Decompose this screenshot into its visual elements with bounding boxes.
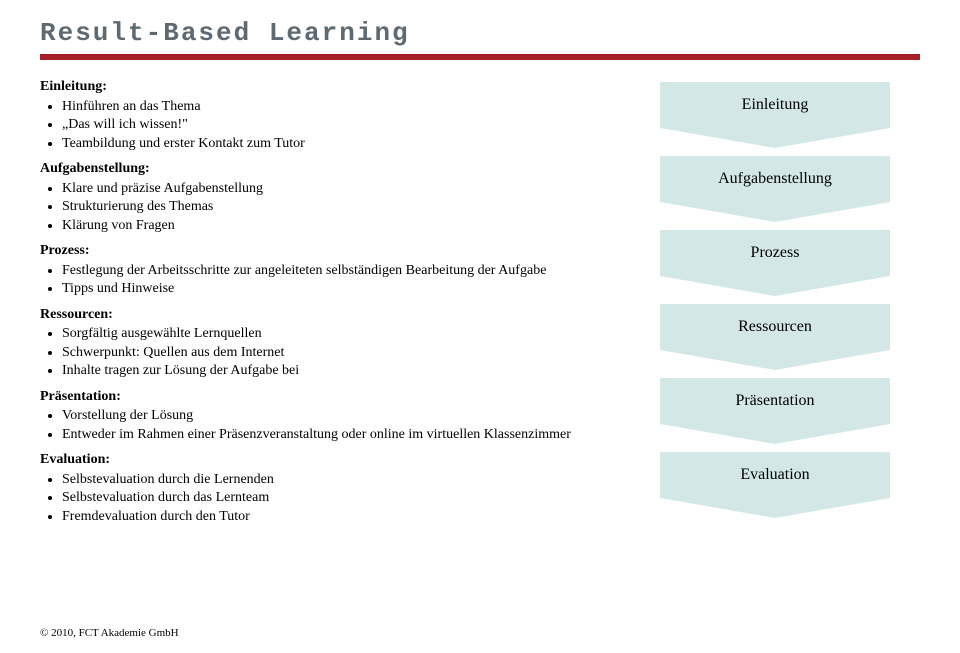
list-item: Tipps und Hinweise [62, 280, 620, 298]
list-item: „Das will ich wissen!" [62, 116, 620, 134]
list-item: Inhalte tragen zur Lösung der Aufgabe be… [62, 362, 620, 380]
flow-step-evaluation: Evaluation [660, 452, 890, 514]
heading-ressourcen: Ressourcen: [40, 306, 620, 324]
heading-aufgabenstellung: Aufgabenstellung: [40, 160, 620, 178]
section-aufgabenstellung: Aufgabenstellung: Klare und präzise Aufg… [40, 160, 620, 234]
flow-step-praesentation: Präsentation [660, 378, 890, 440]
chevron-down-icon [660, 202, 890, 222]
flow-step-einleitung: Einleitung [660, 82, 890, 144]
flow-label: Aufgabenstellung [660, 156, 890, 202]
footer-copyright: © 2010, FCT Akademie GmbH [40, 627, 179, 639]
flow-label: Einleitung [660, 82, 890, 128]
list-item: Entweder im Rahmen einer Präsenzveransta… [62, 426, 620, 444]
page-title: Result-Based Learning [40, 18, 920, 48]
list-einleitung: Hinführen an das Thema „Das will ich wis… [40, 98, 620, 153]
chevron-down-icon [660, 498, 890, 518]
heading-prozess: Prozess: [40, 242, 620, 260]
heading-praesentation: Präsentation: [40, 388, 620, 406]
list-ressourcen: Sorgfältig ausgewählte Lernquellen Schwe… [40, 325, 620, 380]
section-praesentation: Präsentation: Vorstellung der Lösung Ent… [40, 388, 620, 444]
flow-label: Evaluation [660, 452, 890, 498]
list-item: Teambildung und erster Kontakt zum Tutor [62, 135, 620, 153]
list-item: Vorstellung der Lösung [62, 407, 620, 425]
list-item: Fremdevaluation durch den Tutor [62, 508, 620, 526]
flow-step-ressourcen: Ressourcen [660, 304, 890, 366]
flow-column: Einleitung Aufgabenstellung Prozess Ress… [660, 78, 920, 533]
list-item: Schwerpunkt: Quellen aus dem Internet [62, 344, 620, 362]
list-item: Selbstevaluation durch die Lernenden [62, 471, 620, 489]
heading-einleitung: Einleitung: [40, 78, 620, 96]
list-evaluation: Selbstevaluation durch die Lernenden Sel… [40, 471, 620, 526]
flow-label: Prozess [660, 230, 890, 276]
list-item: Selbstevaluation durch das Lernteam [62, 489, 620, 507]
title-rule [40, 54, 920, 60]
flow-step-prozess: Prozess [660, 230, 890, 292]
section-prozess: Prozess: Festlegung der Arbeitsschritte … [40, 242, 620, 298]
list-item: Klärung von Fragen [62, 217, 620, 235]
list-praesentation: Vorstellung der Lösung Entweder im Rahme… [40, 407, 620, 443]
content-row: Einleitung: Hinführen an das Thema „Das … [40, 78, 920, 533]
chevron-down-icon [660, 350, 890, 370]
flow-label: Ressourcen [660, 304, 890, 350]
list-item: Festlegung der Arbeitsschritte zur angel… [62, 262, 620, 280]
flow-step-aufgabenstellung: Aufgabenstellung [660, 156, 890, 218]
left-column: Einleitung: Hinführen an das Thema „Das … [40, 78, 620, 533]
chevron-down-icon [660, 276, 890, 296]
slide: Result-Based Learning Einleitung: Hinfüh… [0, 0, 960, 653]
list-item: Hinführen an das Thema [62, 98, 620, 116]
section-ressourcen: Ressourcen: Sorgfältig ausgewählte Lernq… [40, 306, 620, 380]
list-prozess: Festlegung der Arbeitsschritte zur angel… [40, 262, 620, 298]
chevron-down-icon [660, 128, 890, 148]
list-item: Strukturierung des Themas [62, 198, 620, 216]
section-einleitung: Einleitung: Hinführen an das Thema „Das … [40, 78, 620, 152]
flow-label: Präsentation [660, 378, 890, 424]
heading-evaluation: Evaluation: [40, 451, 620, 469]
list-item: Sorgfältig ausgewählte Lernquellen [62, 325, 620, 343]
chevron-down-icon [660, 424, 890, 444]
section-evaluation: Evaluation: Selbstevaluation durch die L… [40, 451, 620, 525]
list-aufgabenstellung: Klare und präzise Aufgabenstellung Struk… [40, 180, 620, 235]
list-item: Klare und präzise Aufgabenstellung [62, 180, 620, 198]
